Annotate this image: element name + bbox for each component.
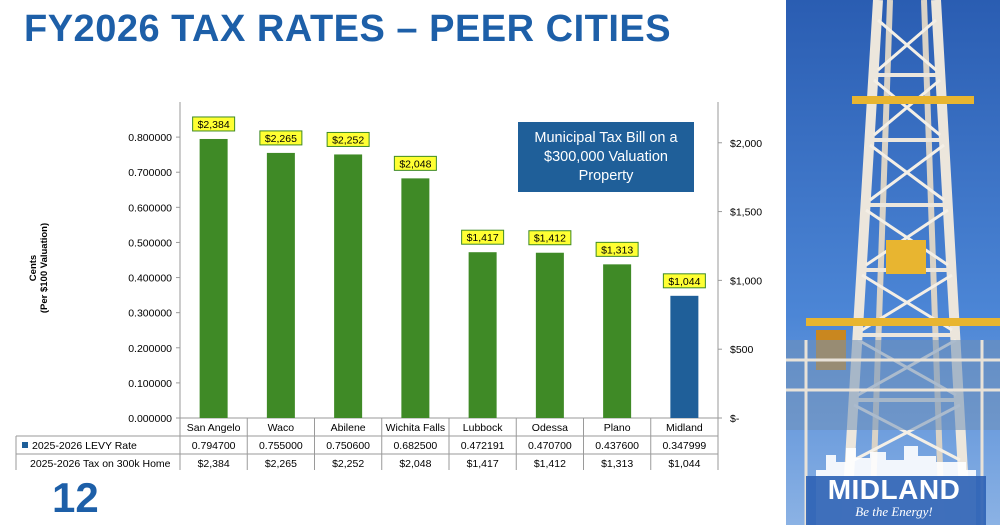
drilling-rig-photo	[786, 0, 1000, 525]
y-axis-title-line: Cents	[28, 255, 39, 281]
category-label: Odessa	[532, 422, 568, 434]
midland-logo: MIDLAND Be the Energy!	[814, 476, 974, 520]
data-label-box	[393, 155, 437, 171]
data-label-box	[528, 230, 572, 246]
table-cell: 0.794700	[192, 440, 236, 452]
table-cell: $1,044	[668, 458, 700, 470]
data-label: $1,412	[534, 233, 566, 245]
table-cell: $1,417	[467, 458, 499, 470]
table-cell: 0.755000	[259, 440, 303, 452]
table-cell: $2,265	[265, 458, 297, 470]
y2-tick-label: $500	[730, 344, 754, 356]
brand-name: MIDLAND	[827, 474, 961, 505]
table-cell: 0.750600	[326, 440, 370, 452]
table-cell: 0.472191	[461, 440, 505, 452]
table-cell: $2,048	[399, 458, 431, 470]
bar-midland	[670, 295, 699, 418]
data-label-box	[326, 131, 370, 147]
y-tick-label: 0.100000	[128, 378, 172, 390]
category-label: San Angelo	[187, 422, 241, 434]
category-label: Waco	[268, 422, 295, 434]
y-tick-label: 0.800000	[128, 132, 172, 144]
table-cell: $1,412	[534, 458, 566, 470]
y2-tick-label: $-	[730, 413, 740, 425]
table-cell: 0.470700	[528, 440, 572, 452]
data-label: $2,252	[332, 134, 364, 146]
category-label: Lubbock	[463, 422, 503, 434]
table-cell: 0.347999	[662, 440, 706, 452]
data-label-box	[192, 116, 236, 132]
y2-tick-label: $1,500	[730, 207, 762, 219]
series-name: 2025-2026 Tax on 300k Home	[30, 458, 171, 470]
table-cell: 0.437600	[595, 440, 639, 452]
y-tick-label: 0.600000	[128, 202, 172, 214]
data-label: $1,417	[467, 232, 499, 244]
bar-san-angelo	[199, 138, 228, 419]
data-label: $1,044	[668, 276, 700, 288]
data-label: $2,265	[265, 133, 297, 145]
y2-tick-label: $2,000	[730, 138, 762, 150]
legend-swatch	[22, 442, 28, 448]
y-tick-label: 0.200000	[128, 343, 172, 355]
y-axis-title-line: (Per $100 Valuation)	[39, 223, 50, 313]
brand-tagline: Be the Energy!	[855, 504, 933, 519]
chart-callout: Municipal Tax Bill on a $300,000 Valuati…	[518, 122, 694, 192]
table-cell: $2,252	[332, 458, 364, 470]
bar-plano	[603, 264, 632, 418]
bar-wichita-falls	[401, 178, 430, 418]
y-tick-label: 0.700000	[128, 167, 172, 179]
data-label-box	[662, 273, 706, 289]
data-label: $2,048	[399, 158, 431, 170]
y-tick-label: 0.000000	[128, 413, 172, 425]
series-name: 2025-2026 LEVY Rate	[32, 440, 137, 452]
data-label-box	[595, 241, 639, 257]
data-label: $1,313	[601, 244, 633, 256]
table-cell: 0.682500	[393, 440, 437, 452]
bar-waco	[266, 152, 295, 418]
data-label-box	[259, 130, 303, 146]
category-label: Abilene	[331, 422, 366, 434]
bar-lubbock	[468, 252, 497, 418]
y-tick-label: 0.400000	[128, 273, 172, 285]
data-label: $2,384	[198, 119, 230, 131]
page-number: 12	[52, 474, 99, 521]
bar-abilene	[334, 154, 363, 418]
category-label: Midland	[666, 422, 703, 434]
y-axis-title: Cents(Per $100 Valuation)	[28, 223, 50, 313]
category-label: Plano	[604, 422, 631, 434]
data-label-box	[461, 229, 505, 245]
table-cell: $2,384	[198, 458, 230, 470]
y2-tick-label: $1,000	[730, 275, 762, 287]
bar-odessa	[535, 252, 564, 418]
y-tick-label: 0.500000	[128, 237, 172, 249]
drilling-rig-icon	[786, 0, 1000, 525]
tax-rate-chart: 0.000000 0.100000 0.200000 0.300000 0.400000…	[15, 102, 762, 470]
y-tick-label: 0.300000	[128, 308, 172, 320]
slide-title: FY2026 TAX RATES – PEER CITIES	[24, 8, 672, 50]
table-cell: $1,313	[601, 458, 633, 470]
category-label: Wichita Falls	[386, 422, 446, 434]
